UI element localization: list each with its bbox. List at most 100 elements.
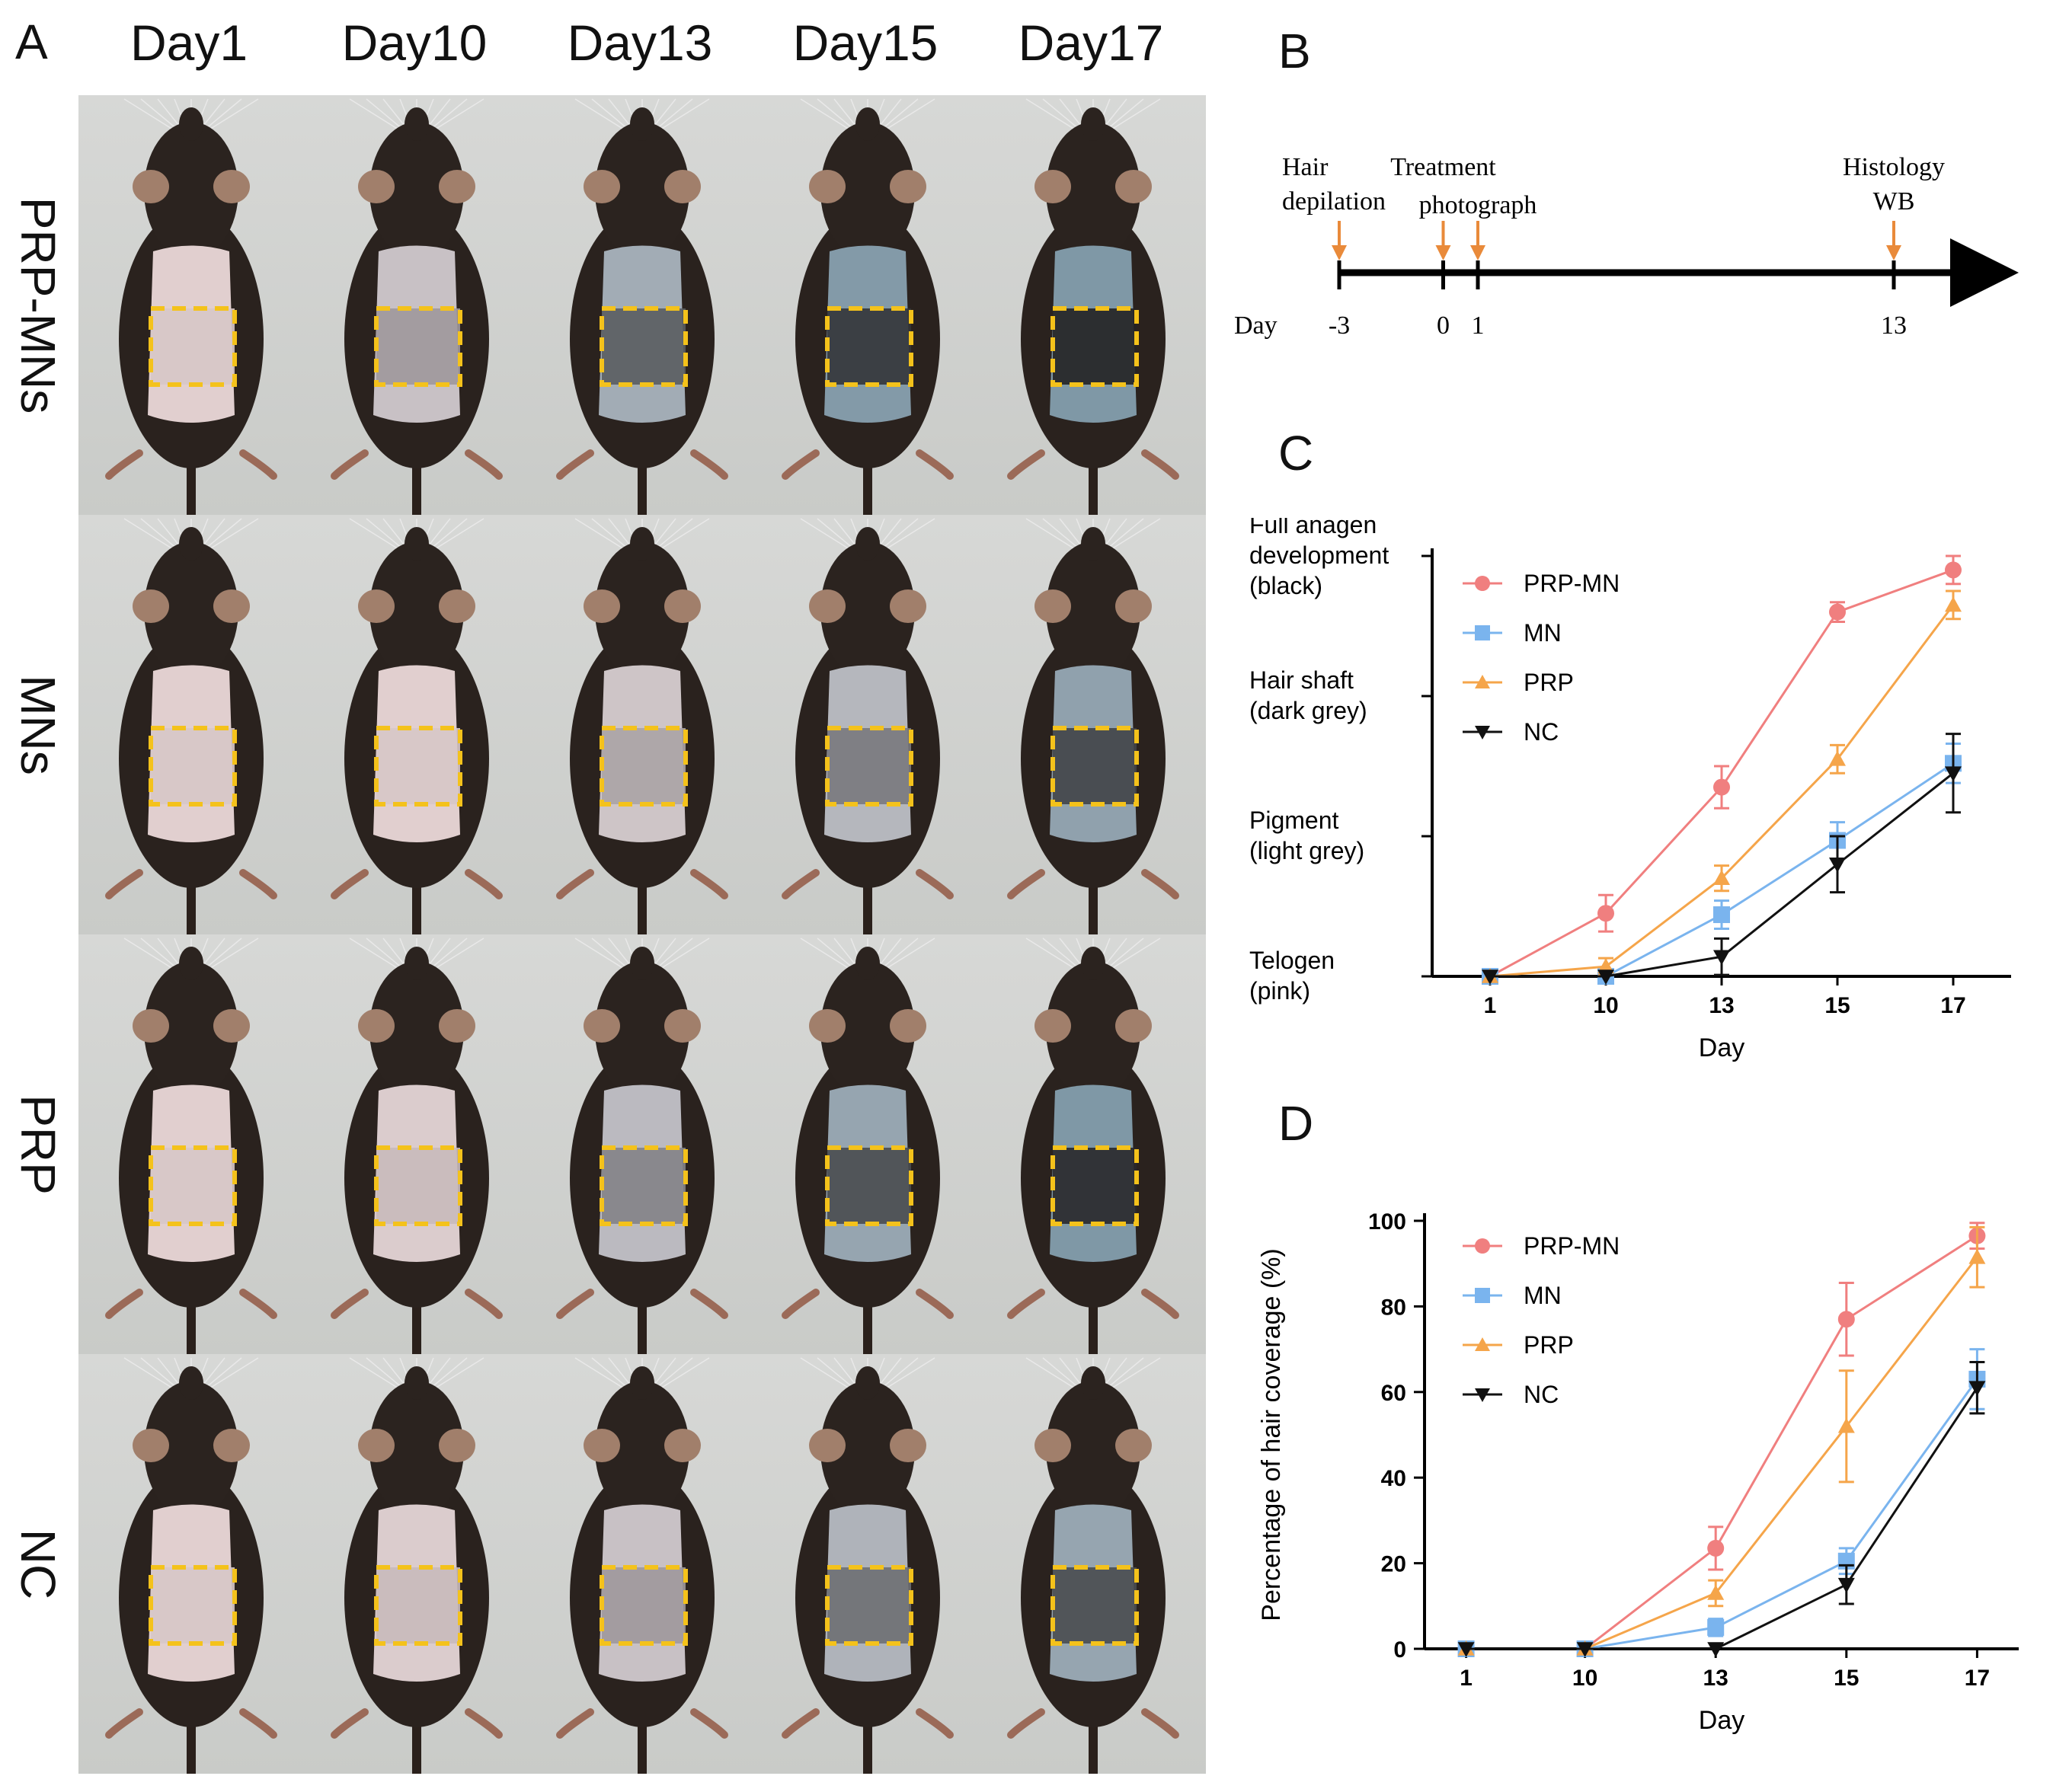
mouse-leg	[690, 869, 728, 899]
data-point	[1707, 1584, 1725, 1600]
data-point	[1837, 1577, 1855, 1593]
mouse-photo	[529, 95, 755, 515]
mouse-tail	[638, 1292, 647, 1354]
mouse-snout	[1081, 947, 1105, 980]
mouse-snout	[405, 527, 429, 561]
mouse-leg	[1007, 449, 1045, 480]
mouse-leg	[105, 449, 143, 480]
mouse-ear	[133, 589, 169, 623]
mouse-leg	[105, 1708, 143, 1739]
mouse-ear	[809, 1009, 846, 1043]
data-point	[1707, 1539, 1725, 1557]
pigment-area	[376, 308, 460, 385]
panel-label-a: A	[15, 14, 48, 69]
data-point	[1597, 905, 1614, 922]
x-axis-label: Day	[1699, 1706, 1744, 1735]
mouse-ear	[664, 1429, 701, 1462]
column-header-day15: Day15	[792, 14, 939, 71]
mouse-ear	[213, 1429, 250, 1462]
event-day: 1	[1472, 311, 1485, 340]
y-tick-label: 40	[1381, 1466, 1406, 1491]
mouse-photo	[529, 934, 755, 1354]
mouse-leg	[105, 1289, 143, 1319]
legend-label: PRP-MN	[1524, 570, 1620, 597]
mouse-ear	[358, 170, 395, 203]
mouse-leg	[690, 1708, 728, 1739]
mouse-snout	[1081, 1366, 1105, 1400]
mouse-snout	[405, 1366, 429, 1400]
pigment-area	[827, 308, 911, 385]
data-point	[1707, 1618, 1725, 1636]
mouse-leg	[1141, 1708, 1179, 1739]
mouse-tail	[187, 873, 196, 934]
y-category-label: Full anagen	[1249, 518, 1377, 538]
data-point	[1945, 596, 1962, 612]
region-of-interest-box	[825, 1145, 913, 1226]
mouse-tail	[1089, 1292, 1098, 1354]
region-of-interest-box	[825, 306, 913, 387]
row-label-prp: PRP	[11, 1094, 66, 1195]
pigment-area	[151, 728, 235, 804]
legend-label: MN	[1524, 1282, 1562, 1309]
series-line	[1466, 1378, 1978, 1650]
region-of-interest-box	[1050, 1565, 1139, 1646]
x-tick-label: 15	[1834, 1666, 1859, 1691]
mouse-snout	[405, 107, 429, 141]
region-of-interest-box	[149, 726, 237, 807]
x-tick-label: 15	[1824, 993, 1850, 1018]
mouse-leg	[105, 869, 143, 899]
mouse-head	[144, 122, 238, 259]
mouse-leg	[1141, 449, 1179, 480]
data-point	[1457, 1642, 1475, 1657]
mouse-leg	[916, 869, 954, 899]
region-of-interest-box	[825, 726, 913, 807]
mouse-snout	[855, 947, 880, 980]
mouse-ear	[133, 1009, 169, 1043]
mouse-leg	[239, 869, 277, 899]
data-point	[1837, 1417, 1855, 1433]
mouse-head	[1046, 541, 1140, 679]
mouse-tail	[1089, 453, 1098, 515]
mouse-leg	[690, 449, 728, 480]
mouse-leg	[690, 1289, 728, 1319]
mouse-head	[595, 541, 689, 679]
mouse-ear	[213, 170, 250, 203]
mouse-ear	[213, 1009, 250, 1043]
y-category-label: (light grey)	[1249, 837, 1364, 864]
mouse-head	[369, 961, 464, 1098]
mouse-leg	[465, 1708, 503, 1739]
data-point	[1713, 870, 1730, 885]
mouse-leg	[782, 869, 820, 899]
event-arrow-head	[1435, 245, 1451, 260]
mouse-ear	[439, 1429, 475, 1462]
series-line	[1466, 1256, 1978, 1650]
mouse-tail	[863, 1712, 872, 1774]
y-tick-label: 80	[1381, 1295, 1406, 1320]
x-tick-label: 1	[1460, 1666, 1473, 1691]
data-point	[1945, 561, 1962, 579]
pigment-area	[1053, 728, 1137, 804]
treatment-timeline: Day Hairdepilation-3Treatment0photograph…	[1234, 153, 2019, 340]
data-point	[1713, 906, 1730, 924]
mouse-ear	[890, 1429, 926, 1462]
mouse-head	[595, 961, 689, 1098]
region-of-interest-box	[600, 1565, 688, 1646]
region-of-interest-box	[374, 1565, 462, 1646]
mouse-tail	[638, 1712, 647, 1774]
row-label-mns: MNs	[11, 674, 66, 775]
row-label-prp-mns: PRP-MNs	[11, 196, 66, 414]
mouse-ear	[809, 589, 846, 623]
mouse-leg	[556, 1708, 594, 1739]
mouse-photo	[980, 934, 1206, 1354]
pigment-area	[1053, 1148, 1137, 1224]
panel-label-b: B	[1278, 24, 1311, 78]
mouse-snout	[630, 947, 654, 980]
mouse-leg	[1141, 1289, 1179, 1319]
mouse-leg	[1007, 1289, 1045, 1319]
mouse-photo	[980, 1354, 1206, 1774]
column-header-day13: Day13	[567, 14, 713, 71]
mouse-photo-grid	[78, 95, 1206, 1774]
legend-label: NC	[1524, 1381, 1559, 1408]
mouse-ear	[358, 1009, 395, 1043]
legend-marker	[1475, 1337, 1490, 1351]
